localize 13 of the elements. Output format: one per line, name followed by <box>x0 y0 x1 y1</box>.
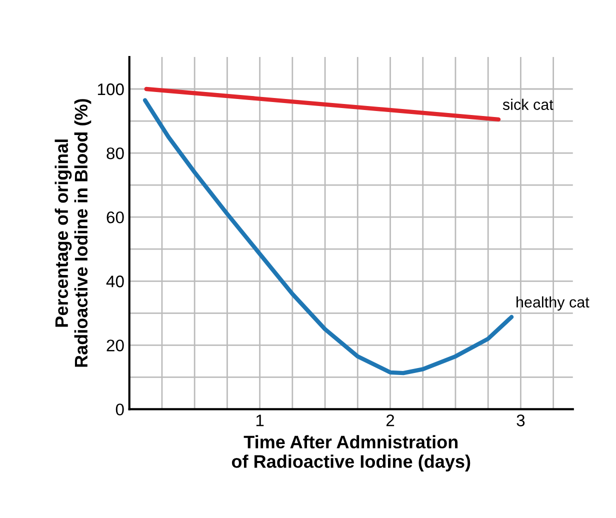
y-tick-label: 80 <box>106 147 124 160</box>
series-label: sick cat <box>502 98 554 110</box>
series-label: healthy cat <box>516 296 590 311</box>
x-tick-label: 3 <box>516 414 525 426</box>
x-axis-title: Time After Admnistration of Radioactive Iodine (days) <box>232 435 470 472</box>
y-tick-label: 60 <box>106 211 124 224</box>
x-tick-label: 1 <box>256 414 264 426</box>
y-tick-label: 20 <box>106 340 124 352</box>
y-tick-label: 0 <box>116 404 124 416</box>
y-tick-label: 100 <box>98 83 124 96</box>
y-axis-title: Percentage of original Radioactive Iodine in Blood (%) <box>54 99 92 367</box>
x-tick-label: 2 <box>386 414 394 426</box>
y-tick-label: 40 <box>106 276 124 288</box>
